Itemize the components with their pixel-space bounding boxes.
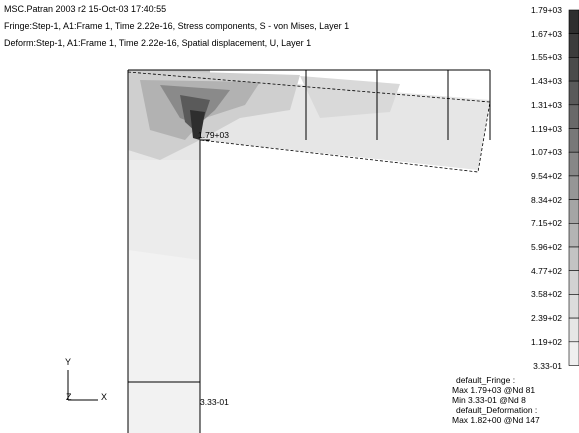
contour-patch bbox=[128, 160, 200, 260]
legend-value-label: 2.39+02 bbox=[531, 313, 562, 324]
summary-line: Max 1.82+00 @Nd 147 bbox=[452, 415, 540, 425]
legend-value-label: 8.34+02 bbox=[531, 194, 562, 205]
contour-patch bbox=[300, 76, 400, 118]
legend-value-label: 5.96+02 bbox=[531, 242, 562, 252]
legend-swatch bbox=[568, 270, 579, 295]
legend-value-label: 1.79+03 bbox=[531, 5, 562, 15]
legend-swatch bbox=[568, 33, 579, 58]
legend-color-bar bbox=[568, 9, 579, 366]
summary-line: default_Deformation : bbox=[456, 405, 538, 415]
legend-value-label: 1.55+03 bbox=[531, 52, 562, 63]
legend-swatch bbox=[568, 223, 579, 248]
max-value-label: 1.79+03 bbox=[198, 130, 229, 140]
summary-line: Min 3.33-01 @Nd 8 bbox=[452, 395, 526, 405]
legend-swatch bbox=[568, 175, 579, 200]
legend-value-label: 1.67+03 bbox=[531, 28, 562, 39]
legend-value-label: 9.54+02 bbox=[531, 170, 562, 181]
legend-swatch bbox=[568, 80, 579, 106]
y-axis-label: Y bbox=[65, 357, 72, 367]
legend-swatch bbox=[568, 294, 579, 319]
legend-swatch bbox=[568, 151, 579, 177]
legend-value-label: 1.43+03 bbox=[531, 76, 562, 87]
legend-value-label: 3.33-01 bbox=[533, 360, 562, 371]
legend-value-label: 1.07+03 bbox=[531, 147, 562, 158]
legend-swatch bbox=[568, 246, 579, 272]
deform-description: Deform:Step-1, A1:Frame 1, Time 2.22e-16… bbox=[4, 38, 312, 48]
fringe-summary: default_Fringe : Max 1.79+03 @Nd 81 Min … bbox=[452, 375, 540, 425]
legend-value-label: 4.77+02 bbox=[531, 265, 562, 276]
deformed-outline bbox=[127, 71, 491, 173]
min-value-label: 3.33-01 bbox=[200, 397, 229, 407]
legend-value-label: 1.19+03 bbox=[531, 123, 562, 134]
summary-line: Max 1.79+03 @Nd 81 bbox=[452, 385, 536, 395]
legend-swatch bbox=[568, 341, 579, 366]
legend-value-label: 7.15+02 bbox=[531, 218, 562, 229]
legend-swatch bbox=[568, 9, 579, 35]
legend-swatch bbox=[568, 57, 579, 82]
legend-swatch bbox=[568, 199, 579, 224]
legend-swatch bbox=[568, 128, 579, 153]
legend-value-label: 3.58+02 bbox=[531, 289, 562, 300]
max-stress-spot bbox=[190, 110, 205, 140]
legend-value-label: 1.31+03 bbox=[531, 99, 562, 110]
legend-swatch bbox=[568, 317, 579, 343]
legend-value-label: 1.19+02 bbox=[531, 336, 562, 347]
x-axis-label: X bbox=[101, 392, 108, 402]
fringe-description: Fringe:Step-1, A1:Frame 1, Time 2.22e-16… bbox=[4, 21, 350, 31]
title-line: MSC.Patran 2003 r2 15-Oct-03 17:40:55 bbox=[4, 4, 167, 14]
z-axis-label: Z bbox=[66, 392, 72, 402]
legend-swatch bbox=[568, 104, 579, 129]
summary-line: default_Fringe : bbox=[456, 375, 516, 385]
